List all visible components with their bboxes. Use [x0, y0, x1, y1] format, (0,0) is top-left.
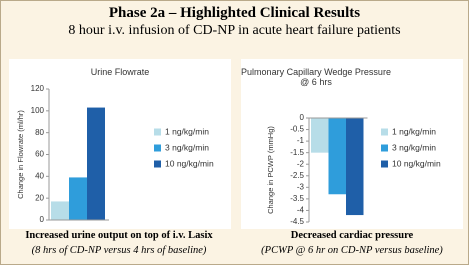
y-tick-label: 0	[40, 215, 45, 224]
y-tick-label: -2	[297, 159, 305, 168]
bar	[87, 107, 105, 220]
legend-label: 10 ng/kg/min	[165, 158, 214, 168]
y-tick-label: -2.5	[290, 171, 304, 180]
y-tick-label: 120	[31, 84, 45, 93]
caption-note: (PCWP @ 6 hr on CD-NP versus baseline)	[261, 245, 443, 256]
y-tick-label: -0.5	[290, 125, 304, 134]
bar	[328, 118, 346, 195]
chart-panel: Urine Flowrate 0 20 40 60 80 100 120 Change in F…	[9, 59, 231, 229]
bar	[51, 201, 69, 220]
chart-title: Urine Flowrate	[90, 67, 150, 77]
legend-swatch	[154, 160, 161, 168]
caption: Increased urine output on top of i.v. La…	[25, 230, 213, 241]
chart: 0 20 40 60 80 100 120 Change in Flowrate (ml/hr…	[16, 84, 214, 224]
chart: 0 -0.5 -1 -1.5 -2 -2.5 -3 -3.5 -4 -4.5 Change in P…	[266, 113, 441, 226]
y-tick-label: 20	[35, 193, 44, 202]
y-tick-label: -4	[297, 206, 305, 215]
caption: Decreased cardiac pressure	[290, 230, 414, 241]
bar	[311, 118, 329, 153]
y-axis-label: Change in PCWP (mmHg)	[266, 126, 275, 214]
legend-swatch	[154, 144, 161, 152]
chart-panel: Pulmonary Capillary Wedge Pressure @ 6 h…	[241, 59, 463, 229]
y-tick-label: -4.5	[290, 217, 304, 226]
legend-label: 10 ng/kg/min	[392, 158, 441, 168]
caption-note: (8 hrs of CD-NP versus 4 hrs of baseline…	[31, 245, 207, 256]
y-tick-label: -1	[297, 136, 305, 145]
y-tick-label: 40	[35, 171, 44, 180]
y-tick-label: 0	[300, 113, 305, 122]
y-tick-label: -3.5	[290, 194, 304, 203]
title: Phase 2a – Highlighted Clinical Results	[108, 5, 361, 21]
y-tick-label: 80	[35, 128, 44, 137]
legend-swatch	[381, 128, 388, 136]
legend-label: 3 ng/kg/min	[165, 142, 209, 152]
legend-label: 3 ng/kg/min	[392, 142, 436, 152]
y-axis-label: Change in Flowrate (ml/hr)	[16, 110, 25, 199]
header: Phase 2a – Highlighted Clinical Results …	[7, 5, 462, 39]
chart-title: Pulmonary Capillary Wedge Pressure @ 6 h…	[241, 67, 391, 87]
legend-swatch	[381, 144, 388, 152]
bar	[346, 118, 364, 216]
legend-swatch	[154, 128, 161, 136]
legend-label: 1 ng/kg/min	[392, 126, 436, 136]
y-tick-label: -1.5	[290, 148, 304, 157]
y-tick-label: 100	[31, 106, 45, 115]
legend-label: 1 ng/kg/min	[165, 126, 209, 136]
legend-swatch	[381, 160, 388, 168]
y-tick-label: 60	[35, 150, 44, 159]
bar	[69, 177, 87, 220]
subtitle: 8 hour i.v. infusion of CD-NP in acute h…	[68, 23, 401, 38]
y-tick-label: -3	[297, 182, 305, 191]
